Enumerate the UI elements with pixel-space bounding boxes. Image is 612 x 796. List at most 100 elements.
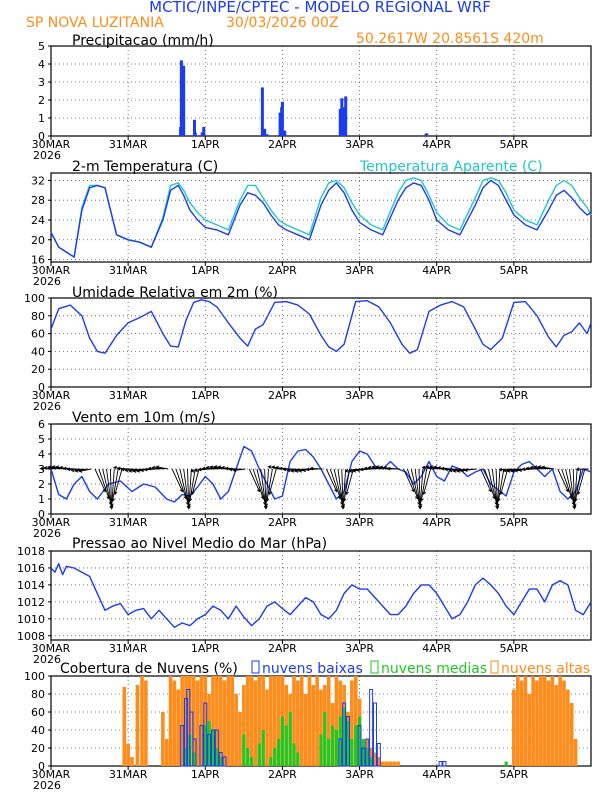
page-title: MCTIC/INPE/CPTEC - MODELO REGIONAL WRF [149, 0, 491, 16]
temp-xtick-label: 2APR [268, 264, 297, 277]
coords-label: 50.2617W 20.8561S 420m [356, 31, 544, 47]
pressure-xtick-label: 2APR [268, 642, 297, 655]
legend-mid-label: nuvens medias [381, 661, 487, 677]
high-cloud-bar [250, 676, 254, 766]
rh-line [51, 300, 591, 353]
wind-xtick-label: 2APR [268, 516, 297, 529]
pressure-xtick-label: 1APR [191, 642, 220, 655]
high-cloud-bar [265, 690, 269, 767]
precip-xtick-label: 2APR [268, 138, 297, 151]
precip-ytick-label: 4 [38, 58, 45, 71]
high-cloud-bar [304, 694, 308, 766]
rh-xtick-label: 1APR [191, 389, 220, 402]
rh-xtick-label: 5APR [499, 389, 528, 402]
rh-xtick-label: 2APR [268, 389, 297, 402]
high-cloud-bar [227, 676, 231, 766]
clouds-xtick-label: 4APR [422, 768, 451, 781]
temp-ytick-label: 20 [31, 234, 45, 247]
mid-cloud-bar [269, 757, 272, 766]
pressure-ytick-label: 1012 [17, 596, 45, 609]
pressure-xtick-label: 4APR [422, 642, 451, 655]
wind-ytick-label: 2 [38, 478, 45, 491]
precip-xtick-label: 3APR [345, 138, 374, 151]
pressure-year-label: 2026 [33, 653, 61, 666]
high-cloud-bar [161, 712, 165, 766]
high-cloud-bar [234, 694, 238, 766]
high-cloud-bar [385, 762, 389, 767]
high-cloud-bar [512, 690, 516, 767]
rh-xtick-label: 3APR [345, 389, 374, 402]
high-cloud-bar [140, 676, 144, 766]
precip-ytick-label: 5 [38, 40, 45, 53]
precip-bar [502, 135, 505, 136]
high-cloud-bar [130, 757, 134, 766]
mid-cloud-bar [289, 712, 292, 766]
mid-cloud-bar [250, 757, 253, 766]
high-cloud-bar [547, 681, 551, 767]
high-cloud-bar [238, 712, 242, 766]
wind-xtick-label: 3APR [345, 516, 374, 529]
precip-bar [344, 96, 347, 136]
rh-ytick-label: 100 [24, 292, 45, 305]
temp-year-label: 2026 [33, 275, 61, 288]
temp-ytick-label: 28 [31, 194, 45, 207]
precip-bar [202, 127, 205, 136]
high-cloud-bar [558, 676, 562, 766]
clouds-xtick-label: 5APR [499, 768, 528, 781]
pressure-ytick-label: 1010 [17, 613, 45, 626]
legend-high-swatch [491, 661, 498, 673]
rh-xtick-label: 4APR [422, 389, 451, 402]
clouds-xtick-label: 2APR [268, 768, 297, 781]
wind-ytick-label: 1 [38, 493, 45, 506]
precip-xtick-label: 4APR [422, 138, 451, 151]
low-cloud-bar [443, 762, 446, 767]
temp-xtick-label: 1APR [191, 264, 220, 277]
high-cloud-bar [566, 690, 570, 767]
high-cloud-bar [539, 676, 543, 766]
clouds-title: Cobertura de Nuvens (%) [60, 661, 238, 677]
precip-ytick-label: 1 [38, 112, 45, 125]
high-cloud-bar [570, 703, 574, 766]
legend-low-label: nuvens baixas [262, 661, 363, 677]
pressure-frame [51, 551, 591, 640]
temp-xtick-label: 31MAR [109, 264, 148, 277]
temp-xtick-label: 5APR [499, 264, 528, 277]
precip-xtick-label: 1APR [191, 138, 220, 151]
clouds-xtick-label: 1APR [191, 768, 220, 781]
high-cloud-bar [531, 676, 535, 766]
high-cloud-bar [543, 676, 547, 766]
precip-xtick-label: 5APR [499, 138, 528, 151]
high-cloud-bar [254, 681, 258, 767]
clouds-ytick-label: 100 [24, 670, 45, 683]
high-cloud-bar [562, 681, 566, 767]
mid-cloud-bar [273, 748, 276, 766]
pressure-ytick-label: 1018 [17, 545, 45, 558]
high-cloud-bar [389, 762, 393, 767]
mid-cloud-bar [505, 762, 508, 767]
clouds-ytick-label: 60 [31, 706, 45, 719]
rh-ytick-label: 20 [31, 363, 45, 376]
high-cloud-bar [126, 744, 130, 767]
clouds-ytick-label: 20 [31, 742, 45, 755]
precip-bar [261, 87, 264, 136]
run-date-label: 30/03/2026 00Z [226, 15, 339, 31]
high-cloud-bar [308, 676, 312, 766]
rh-ytick-label: 60 [31, 328, 45, 341]
apparent-temp-line [51, 178, 591, 257]
wind-ytick-label: 6 [38, 418, 45, 431]
pressure-title: Pressao ao Nivel Medio do Mar (hPa) [72, 536, 327, 552]
high-cloud-bar [173, 681, 177, 767]
wind-year-label: 2026 [33, 527, 61, 540]
high-cloud-bar [315, 676, 319, 766]
rh-ytick-label: 80 [31, 310, 45, 323]
high-cloud-bar [392, 762, 396, 767]
high-cloud-bar [381, 762, 385, 767]
precip-ytick-label: 2 [38, 94, 45, 107]
temp-line [51, 180, 591, 257]
high-cloud-bar [169, 676, 173, 766]
clouds-ytick-label: 80 [31, 688, 45, 701]
mid-cloud-bar [258, 744, 261, 767]
